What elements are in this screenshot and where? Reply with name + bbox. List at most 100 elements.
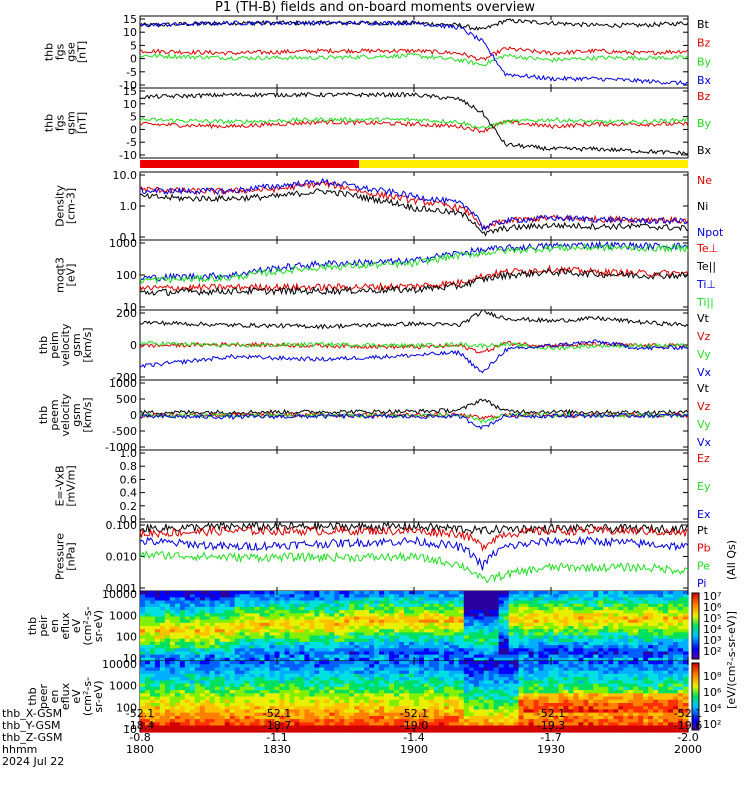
y-tick-label: 500 bbox=[116, 393, 137, 406]
y-tick-label: 100 bbox=[116, 631, 137, 644]
y-tick-label: 200 bbox=[116, 307, 137, 320]
y-tick-label: -10 bbox=[119, 79, 137, 92]
ephemeris-value: 1830 bbox=[263, 743, 291, 756]
y-tick-label: 5 bbox=[130, 39, 137, 52]
y-tick-label: 0.0 bbox=[120, 513, 138, 526]
colorbar-label: [eV/(cm²-s-sr-eV)] bbox=[725, 611, 738, 709]
mode-bar-slow-survey bbox=[359, 160, 688, 168]
y-tick-label: 0 bbox=[130, 123, 137, 136]
y-tick-label: 1000 bbox=[109, 609, 137, 622]
ephemeris-value: -18.7 bbox=[262, 719, 292, 732]
legend-Ey: Ey bbox=[697, 480, 711, 493]
ephemeris-column: -52.1 -18.4 -0.8 1800 bbox=[118, 708, 162, 756]
series-Bz-line bbox=[139, 119, 689, 134]
ephemeris-row-label: thb_X-GSM bbox=[2, 707, 63, 720]
ephemeris-column: -52.1 -19.6 -2.0 2000 bbox=[666, 708, 710, 756]
legend-Vz: Vz bbox=[697, 330, 711, 343]
y-axis-label: thbfgsgse[nT] bbox=[43, 41, 89, 63]
series-Bz-line bbox=[139, 46, 689, 62]
y-tick-label: 5 bbox=[130, 111, 137, 124]
series-Vy-line bbox=[139, 340, 689, 351]
legend-By: By bbox=[697, 117, 712, 130]
legend-Pi: Pi bbox=[697, 577, 706, 590]
legend-Pe: Pe bbox=[697, 559, 710, 572]
ephemeris-value: -2.0 bbox=[677, 731, 699, 744]
y-tick-label: 0 bbox=[130, 53, 137, 66]
legend-By: By bbox=[697, 55, 712, 68]
y-tick-label: 0.2 bbox=[120, 500, 138, 513]
panel-frame bbox=[139, 171, 689, 241]
legend-Bz: Bz bbox=[697, 37, 711, 50]
series-By-line bbox=[139, 116, 689, 129]
ephemeris-value: -52.1 bbox=[536, 707, 566, 720]
y-tick-label: -1000 bbox=[105, 441, 137, 454]
ephemeris-row-label: 2024 Jul 22 bbox=[2, 755, 65, 768]
y-tick-label: 0.1 bbox=[120, 231, 138, 244]
series-Te-line bbox=[139, 264, 689, 293]
legend-Bx: Bx bbox=[697, 74, 712, 87]
legend-Bz: Bz bbox=[697, 90, 711, 103]
panel-frame bbox=[139, 449, 689, 523]
series-Vt-line bbox=[139, 398, 689, 416]
panel-temp: 1000 100 10 moqt3[eV] Te⊥ Te|| Ti⊥ Ti|| bbox=[54, 237, 719, 314]
y-axis-label: thbpeemvelocitygsm[km/s] bbox=[37, 393, 94, 436]
y-tick-label: 15 bbox=[123, 85, 137, 98]
ephemeris-value: -1.4 bbox=[403, 731, 425, 744]
y-tick-label: 1000 bbox=[109, 377, 137, 390]
y-tick-label: 1000 bbox=[109, 237, 137, 250]
series-Bt-line bbox=[139, 18, 689, 31]
y-tick-label: 10 bbox=[123, 98, 137, 111]
y-tick-label: 10000 bbox=[102, 658, 137, 671]
y-tick-label: 0.4 bbox=[120, 487, 138, 500]
mode-bar-fast-survey bbox=[140, 160, 360, 168]
plot-title: P1 (TH-B) fields and on-board moments ov… bbox=[215, 0, 535, 15]
legend-Vz: Vz bbox=[697, 400, 711, 413]
series-Ti-line bbox=[139, 242, 689, 285]
y-axis-label: Density[cm-3] bbox=[54, 185, 78, 227]
colorbar-tick: 10³ bbox=[703, 634, 721, 647]
panel-efield: 1.00.80.60.40.20.0 E=-VxB[mV/m] Ez Ey Ex bbox=[54, 447, 711, 526]
ephemeris-column: -52.1 -18.7 -1.1 1830 bbox=[255, 708, 299, 756]
legend-Vy: Vy bbox=[697, 348, 711, 361]
series-Pe-line bbox=[139, 550, 689, 584]
ephemeris-value: -18.4 bbox=[125, 719, 155, 732]
y-tick-label: 10 bbox=[123, 301, 137, 314]
legend-Ne: Ne bbox=[697, 174, 712, 187]
y-tick-label: 15 bbox=[123, 13, 137, 26]
legend-Vt: Vt bbox=[697, 312, 710, 325]
colorbar-tick: 10⁸ bbox=[703, 670, 722, 683]
y-tick-label: 10 bbox=[123, 26, 137, 39]
y-tick-label: -5 bbox=[126, 136, 137, 149]
legend-Vx: Vx bbox=[697, 366, 712, 379]
y-axis-label: moqt3[eV] bbox=[54, 257, 78, 293]
ephemeris-value: -52.1 bbox=[399, 707, 429, 720]
legend-Pt: Pt bbox=[697, 524, 709, 537]
series-Pb-line bbox=[139, 524, 689, 552]
ephemeris-value: -19.6 bbox=[673, 719, 703, 732]
legend-Te: Te|| bbox=[696, 260, 716, 273]
y-tick-label: 10.0 bbox=[113, 169, 138, 182]
colorbar-tick: 10² bbox=[703, 645, 721, 658]
y-tick-label: 0.001 bbox=[106, 582, 138, 595]
series-Pi-line bbox=[139, 535, 689, 571]
y-tick-label: 0.6 bbox=[120, 473, 138, 486]
legend-Ex: Ex bbox=[697, 508, 711, 521]
y-axis-label: thbfgsgsm[nT] bbox=[43, 111, 89, 134]
legend-Ti: Ti⊥ bbox=[696, 278, 716, 291]
series-Te-line bbox=[139, 267, 689, 296]
legend-Te: Te⊥ bbox=[696, 242, 718, 255]
y-tick-label: 0 bbox=[130, 409, 137, 422]
series-Ni-line bbox=[139, 188, 689, 237]
y-tick-label: 1000 bbox=[109, 680, 137, 693]
ephemeris-value: 1800 bbox=[126, 743, 154, 756]
ephemeris-row-label: thb_Y-GSM bbox=[2, 719, 61, 732]
colorbar-tick: 10⁶ bbox=[703, 686, 722, 699]
series-Bx-line bbox=[139, 91, 689, 157]
legend-Ni: Ni bbox=[697, 200, 708, 213]
y-tick-label: 1.0 bbox=[120, 200, 138, 213]
y-axis-label: Pressure[nPa] bbox=[54, 533, 78, 580]
ephemeris-value: -52.1 bbox=[262, 707, 292, 720]
legend-Bt: Bt bbox=[697, 18, 710, 31]
y-axis-label: thbpeimvelocitygsm[km/s] bbox=[37, 323, 94, 366]
ephemeris-value: -1.7 bbox=[540, 731, 562, 744]
